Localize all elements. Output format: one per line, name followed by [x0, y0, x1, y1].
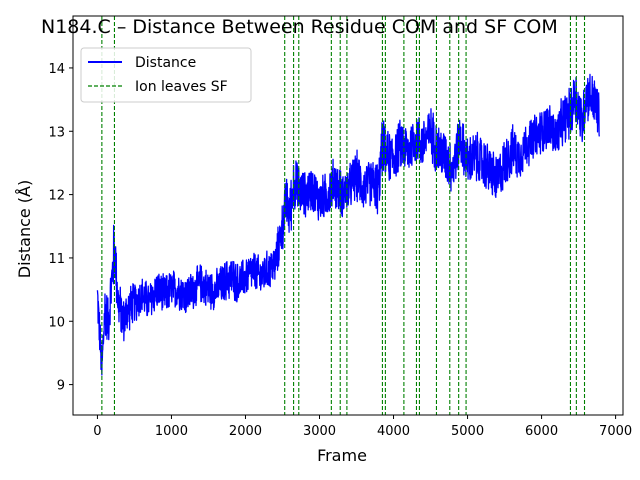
- x-tick-label: 3000: [303, 424, 336, 439]
- y-tick-label: 14: [48, 62, 65, 77]
- y-axis-label: Distance (Å): [15, 180, 34, 278]
- legend-ion-label: Ion leaves SF: [135, 79, 228, 95]
- legend-distance-label: Distance: [135, 55, 196, 71]
- axis-ticks: 0 1000 2000 3000 4000 5000 6000 7000 9 10 11 12 13 14: [48, 62, 632, 439]
- legend: Distance Ion leaves SF: [80, 47, 252, 103]
- x-tick-label: 2000: [229, 424, 262, 439]
- y-tick-label: 11: [48, 252, 65, 267]
- x-tick-label: 1000: [155, 424, 188, 439]
- chart-title: N184.C – Distance Between Residue COM an…: [41, 16, 558, 38]
- plot-area: [96, 16, 600, 415]
- x-tick-label: 6000: [525, 424, 558, 439]
- x-tick-label: 7000: [599, 424, 632, 439]
- y-tick-label: 12: [48, 189, 65, 204]
- distance-series-line: [96, 73, 600, 376]
- x-axis-label: Frame: [317, 446, 367, 465]
- x-tick-label: 4000: [377, 424, 410, 439]
- legend-box: [80, 47, 252, 103]
- x-tick-label: 0: [93, 424, 101, 439]
- y-tick-label: 9: [57, 379, 65, 394]
- y-tick-label: 10: [48, 315, 65, 330]
- y-tick-label: 13: [48, 125, 65, 140]
- x-tick-label: 5000: [451, 424, 484, 439]
- axes-frame: [72, 15, 624, 416]
